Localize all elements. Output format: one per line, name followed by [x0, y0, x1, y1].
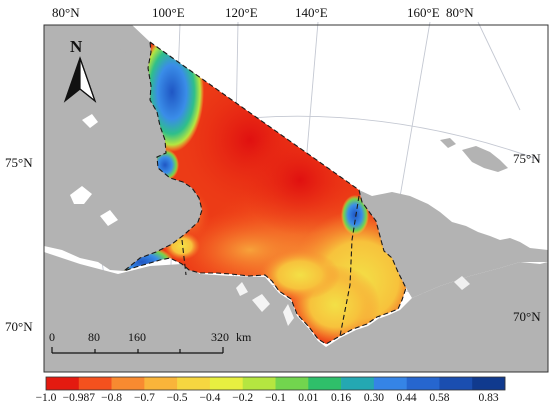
colorbar-tick-label: 0.83: [478, 392, 499, 404]
colorbar-tick-label: 0.01: [298, 392, 319, 404]
colorbar-tick-label: −0.1: [265, 392, 286, 404]
colorbar-cell: [472, 377, 506, 390]
colorbar-cell: [177, 377, 211, 390]
top-label-160e: 160°E: [407, 5, 440, 20]
land-east: [359, 190, 548, 298]
colorbar-tick-label: −0.2: [232, 392, 254, 404]
colorbar-cell: [144, 377, 178, 390]
colorbar-tick-label: 0.16: [331, 392, 352, 404]
island-northeast: [462, 146, 508, 172]
map-frame: [43, 24, 549, 373]
lat-label-75n-right: 75°N: [513, 151, 541, 166]
colorbar-cell: [209, 377, 244, 390]
north-arrow-label: N: [70, 37, 83, 56]
coast-details: [70, 114, 470, 326]
colorbar-cell: [439, 377, 473, 390]
colorbar-tick-label: 0.30: [363, 392, 384, 404]
colorbar-cell: [341, 377, 375, 390]
colorbar-tick-label: −0.5: [166, 392, 188, 404]
north-arrow-icon: [63, 56, 97, 103]
colorbar-frame: [45, 376, 506, 391]
colorbar-tick-label: −0.4: [199, 392, 221, 404]
colorbar-tick-label: −0.7: [133, 392, 155, 404]
sea-division-line: [181, 239, 187, 276]
scale-tick-160: 160: [128, 330, 146, 344]
scale-tick-80: 80: [88, 330, 100, 344]
colorbar-tick-label: 0.58: [429, 392, 450, 404]
colorbar-tick-label: −0.8: [101, 392, 123, 404]
scale-tick-0: 0: [49, 330, 55, 344]
colorbar-cell: [406, 377, 440, 390]
colorbar-cell: [111, 377, 145, 390]
scale-unit: km: [236, 330, 252, 344]
top-label-100e: 100°E: [152, 5, 185, 20]
island-nw-arm: [118, 36, 146, 54]
colorbar-cell: [46, 377, 80, 390]
colorbar-cell: [373, 377, 407, 390]
colorbar-tick-label: 0.44: [396, 392, 417, 404]
colorbar-cell: [78, 377, 112, 390]
scale-bar: [51, 347, 224, 354]
top-label-80n-right: 80°N: [446, 5, 474, 20]
colorbar: [45, 376, 506, 391]
colorbar-cell: [308, 377, 342, 390]
study-area-boundary: [123, 40, 407, 345]
lat-label-70n-left: 70°N: [5, 319, 33, 334]
colorbar-tick-label: −1.0: [35, 392, 57, 404]
top-label-120e: 120°E: [225, 5, 258, 20]
colorbar-cell: [275, 377, 309, 390]
colorbar-tick-label: −0.987: [62, 392, 95, 404]
top-label-140e: 140°E: [295, 5, 328, 20]
sea-division-line: [339, 195, 360, 337]
scale-tick-320: 320: [211, 330, 229, 344]
lat-label-70n-right: 70°N: [513, 309, 541, 324]
land-south: [44, 252, 548, 372]
lat-label-75n-left: 75°N: [5, 155, 33, 170]
island-northeast-small: [440, 138, 456, 148]
meridian-line: [477, 21, 521, 111]
top-label-80n-left: 80°N: [52, 5, 80, 20]
colorbar-cell: [242, 377, 276, 390]
